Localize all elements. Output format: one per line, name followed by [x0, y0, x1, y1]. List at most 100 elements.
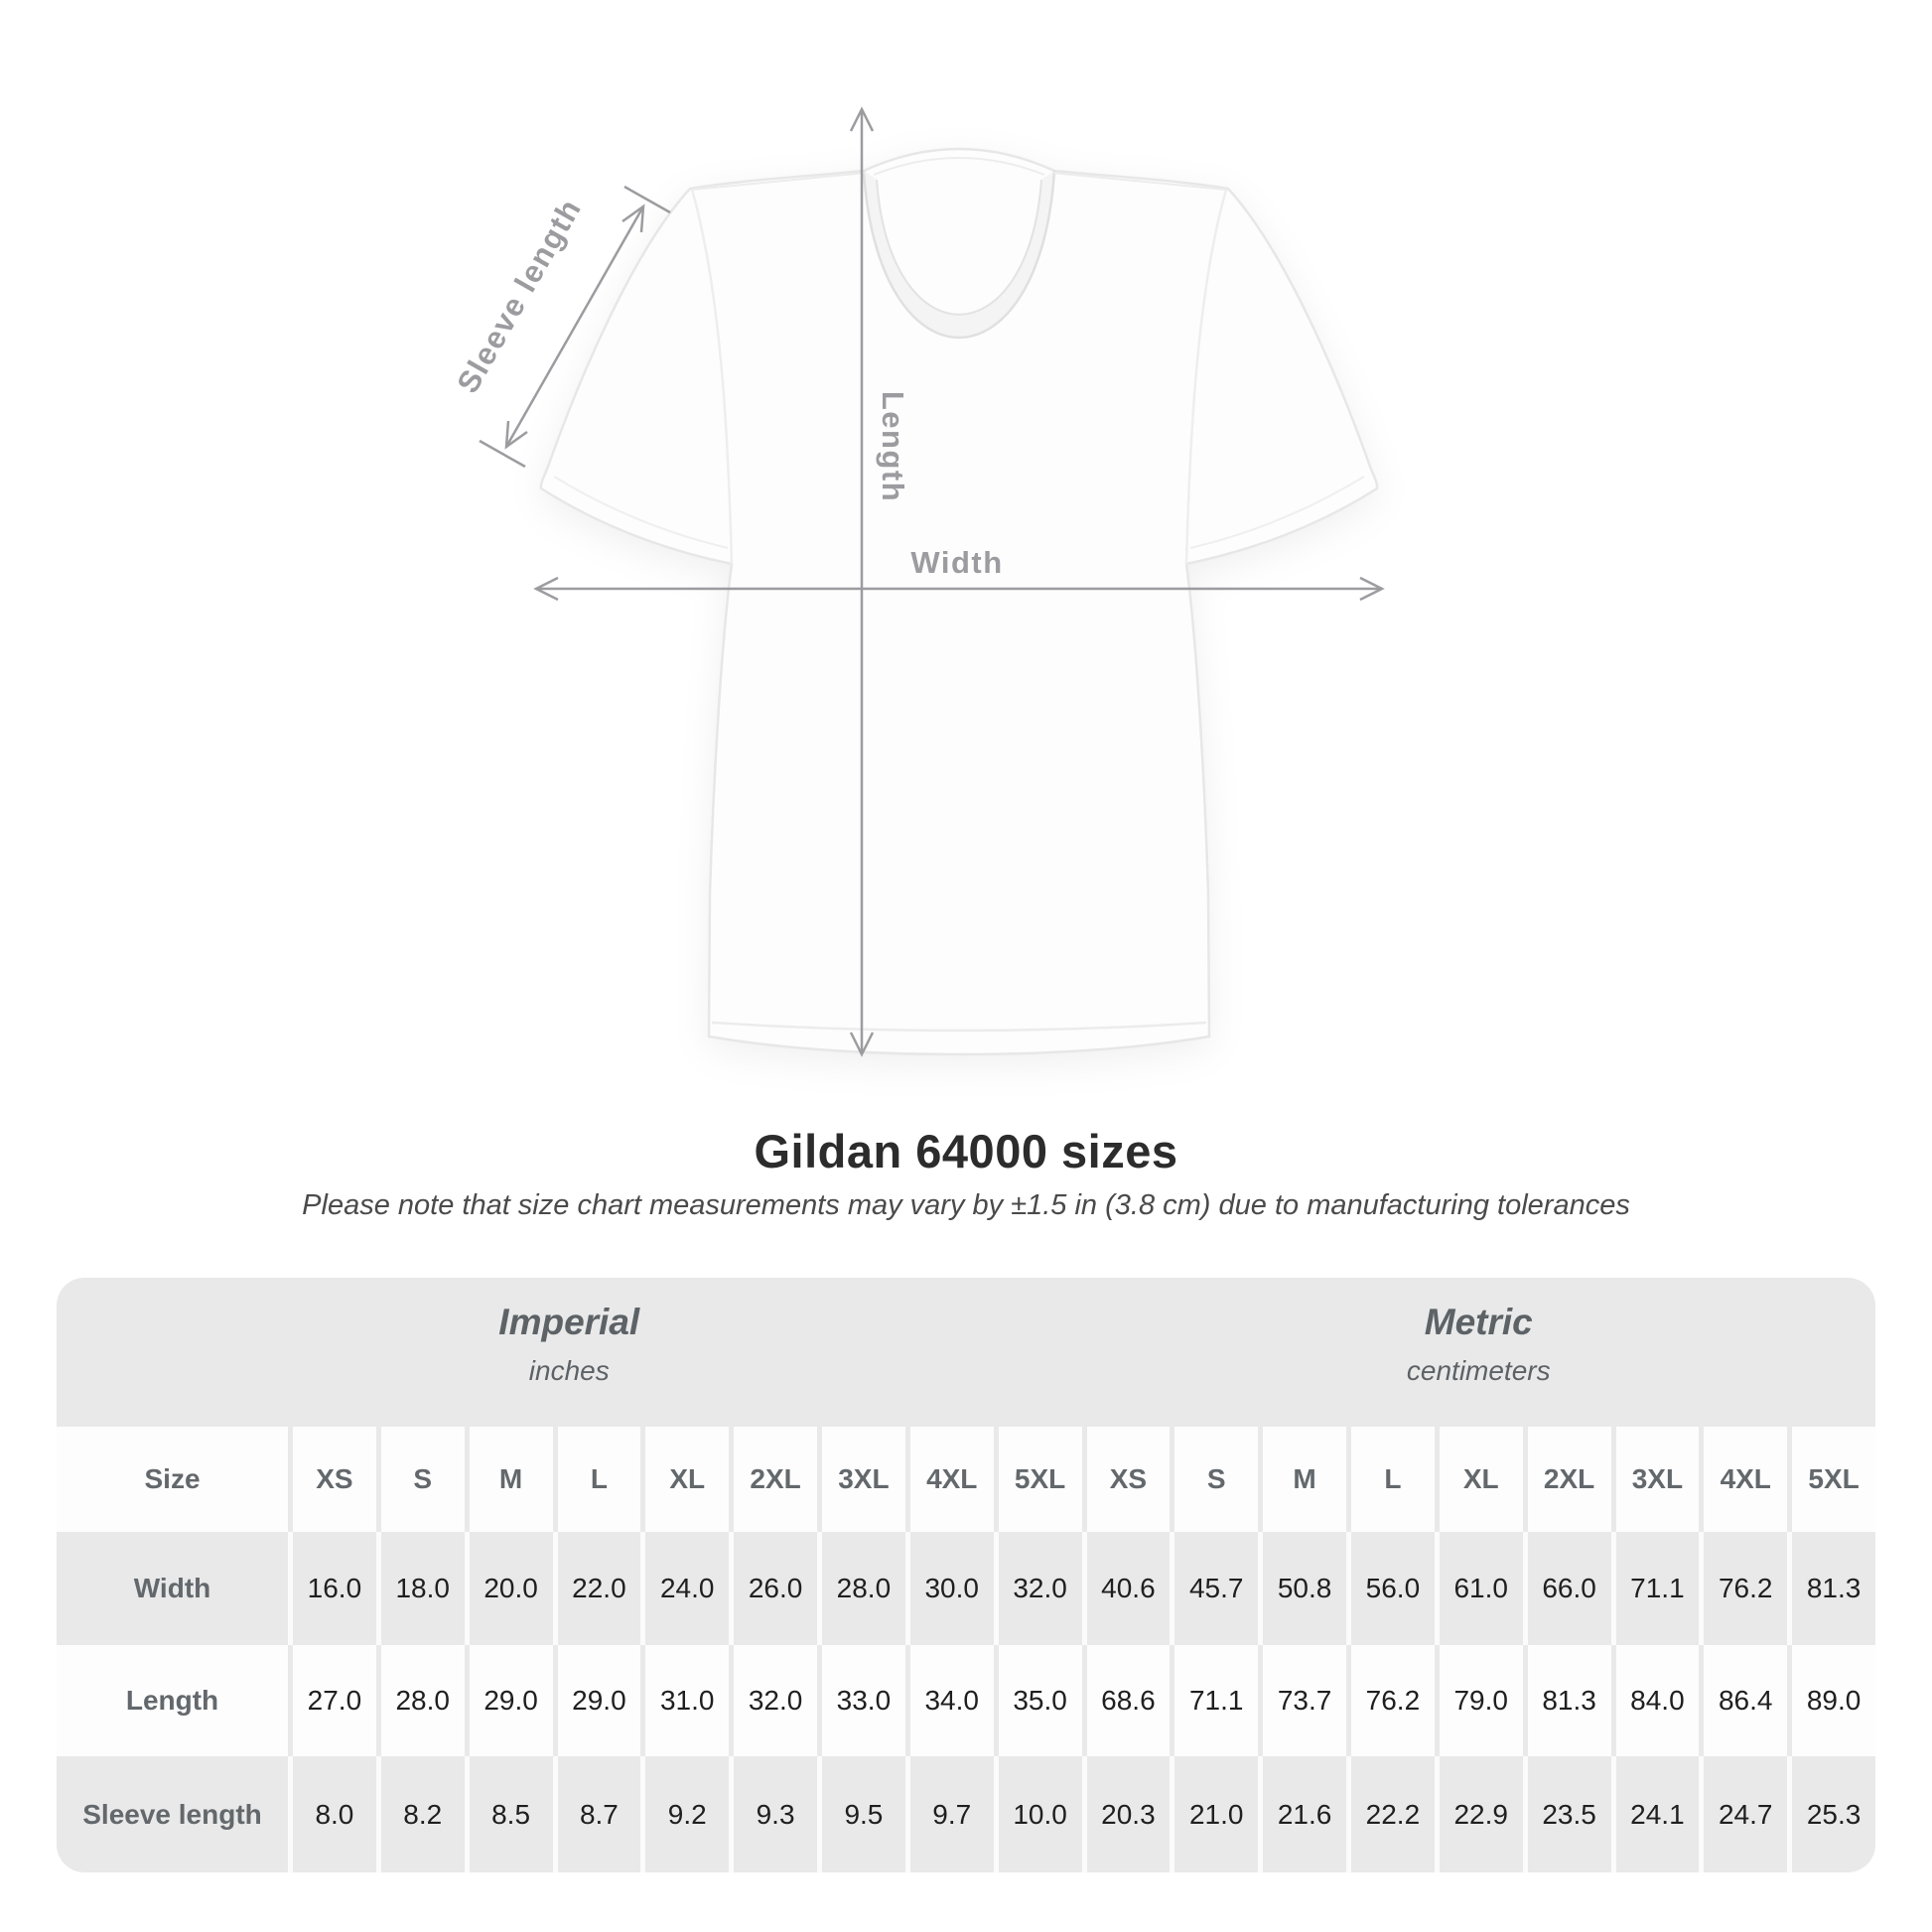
right-shoulder-seam [1051, 172, 1227, 191]
page-title: Gildan 64000 sizes [754, 1125, 1178, 1177]
size-column-header: S [1170, 1427, 1259, 1532]
value-cell: 81.3 [1787, 1532, 1875, 1645]
value-cell: 32.0 [993, 1532, 1082, 1645]
value-cell: 32.0 [729, 1645, 817, 1756]
value-cell: 73.7 [1258, 1645, 1346, 1756]
size-column-header: S [375, 1427, 465, 1532]
value-cell: 34.0 [904, 1645, 994, 1756]
row-label: Width [133, 1573, 211, 1603]
value-cell: 22.2 [1346, 1756, 1435, 1872]
value-cell: 24.0 [640, 1532, 729, 1645]
value-cell: 9.5 [817, 1756, 905, 1872]
size-column-header: XL [640, 1427, 730, 1532]
value-cell: 30.0 [904, 1532, 994, 1645]
value-cell: 68.6 [1081, 1645, 1171, 1756]
tshirt-graphic [539, 147, 1379, 1056]
value-cell: 29.0 [464, 1645, 553, 1756]
value-cell: 28.0 [375, 1645, 465, 1756]
value-cell: 35.0 [993, 1645, 1082, 1756]
value-cell: 8.0 [288, 1756, 376, 1872]
value-cell: 8.2 [375, 1756, 465, 1872]
imperial-subtitle: inches [528, 1355, 610, 1386]
value-cell: 8.5 [464, 1756, 553, 1872]
size-column-header: 5XL [993, 1427, 1082, 1532]
metric-unit-header: Metric centimeters [1082, 1278, 1876, 1427]
value-cell: 9.2 [640, 1756, 729, 1872]
value-cell: 22.0 [552, 1532, 641, 1645]
value-cell: 84.0 [1610, 1645, 1700, 1756]
size-column-header: M [464, 1427, 553, 1532]
size-column-header: 2XL [729, 1427, 817, 1532]
value-cell: 21.0 [1170, 1756, 1258, 1872]
sleeve-length-label: Sleeve length [450, 193, 588, 399]
value-cell: 20.0 [464, 1532, 553, 1645]
value-cell: 61.0 [1434, 1532, 1523, 1645]
left-cuff-stitch [553, 476, 729, 549]
row-label: Sleeve length [82, 1798, 262, 1830]
value-cell: 24.7 [1699, 1756, 1787, 1872]
value-cell: 86.4 [1699, 1645, 1788, 1756]
collar-inner-edge [876, 179, 1042, 316]
value-cell: 22.9 [1434, 1756, 1523, 1872]
metric-title: Metric [1424, 1302, 1533, 1342]
value-cell: 29.0 [552, 1645, 641, 1756]
tolerance-note: Please note that size chart measurements… [302, 1189, 1630, 1221]
right-sleeve-seam [1184, 189, 1228, 565]
size-column-header: 5XL [1787, 1427, 1875, 1532]
value-cell: 28.0 [817, 1532, 905, 1645]
value-cell: 26.0 [729, 1532, 817, 1645]
value-cell: 24.1 [1610, 1756, 1700, 1872]
size-column-header: 2XL [1522, 1427, 1611, 1532]
left-sleeve-seam [690, 189, 734, 565]
value-cell: 79.0 [1434, 1645, 1523, 1756]
size-column-header: XS [1081, 1427, 1171, 1532]
value-cell: 40.6 [1081, 1532, 1171, 1645]
size-corner-label: Size [57, 1427, 288, 1532]
value-cell: 81.3 [1522, 1645, 1611, 1756]
value-cell: 50.8 [1258, 1532, 1346, 1645]
value-cell: 71.1 [1610, 1532, 1700, 1645]
size-column-header: 3XL [817, 1427, 905, 1532]
tshirt-diagram: Sleeve length Length Width [450, 106, 1385, 1057]
left-shoulder-seam [691, 172, 867, 191]
width-label: Width [910, 545, 1003, 580]
size-column-header: XL [1434, 1427, 1523, 1532]
value-cell: 18.0 [375, 1532, 465, 1645]
width-arrow [533, 576, 1385, 602]
imperial-unit-header: Imperial inches [57, 1278, 1082, 1427]
dimension-annotations [479, 106, 1385, 1057]
value-cell: 21.6 [1258, 1756, 1346, 1872]
value-cell: 89.0 [1787, 1645, 1875, 1756]
row-label: Length [57, 1645, 288, 1756]
value-cell: 8.7 [552, 1756, 641, 1872]
size-column-header: 3XL [1610, 1427, 1700, 1532]
size-column-header: XS [288, 1427, 376, 1532]
value-cell: 33.0 [817, 1645, 905, 1756]
size-column-header: 4XL [1699, 1427, 1788, 1532]
collar-seam [862, 170, 1056, 339]
value-cell: 45.7 [1170, 1532, 1258, 1645]
value-cell: 71.1 [1170, 1645, 1259, 1756]
value-cell: 20.3 [1081, 1756, 1171, 1872]
value-cell: 27.0 [288, 1645, 376, 1756]
length-label: Length [876, 391, 910, 502]
size-column-header: M [1258, 1427, 1346, 1532]
value-cell: 23.5 [1522, 1756, 1611, 1872]
value-cell: 56.0 [1346, 1532, 1435, 1645]
size-column-header: L [1346, 1427, 1435, 1532]
imperial-title: Imperial [498, 1302, 640, 1342]
value-cell: 66.0 [1522, 1532, 1611, 1645]
value-cell: 31.0 [640, 1645, 730, 1756]
size-table: Imperial inches Metric centimeters Size X… [57, 1278, 1875, 1872]
value-cell: 25.3 [1787, 1756, 1875, 1872]
shirt-body [539, 147, 1379, 1056]
value-cell: 76.2 [1346, 1645, 1435, 1756]
size-table-grid: Imperial inches Metric centimeters Size X… [57, 1278, 1875, 1872]
value-cell: 10.0 [993, 1756, 1082, 1872]
value-cell: 76.2 [1699, 1532, 1787, 1645]
bottom-hem-stitch [711, 1021, 1207, 1033]
value-cell: 9.7 [904, 1756, 994, 1872]
collar-band [864, 171, 1054, 338]
right-cuff-stitch [1189, 476, 1365, 549]
